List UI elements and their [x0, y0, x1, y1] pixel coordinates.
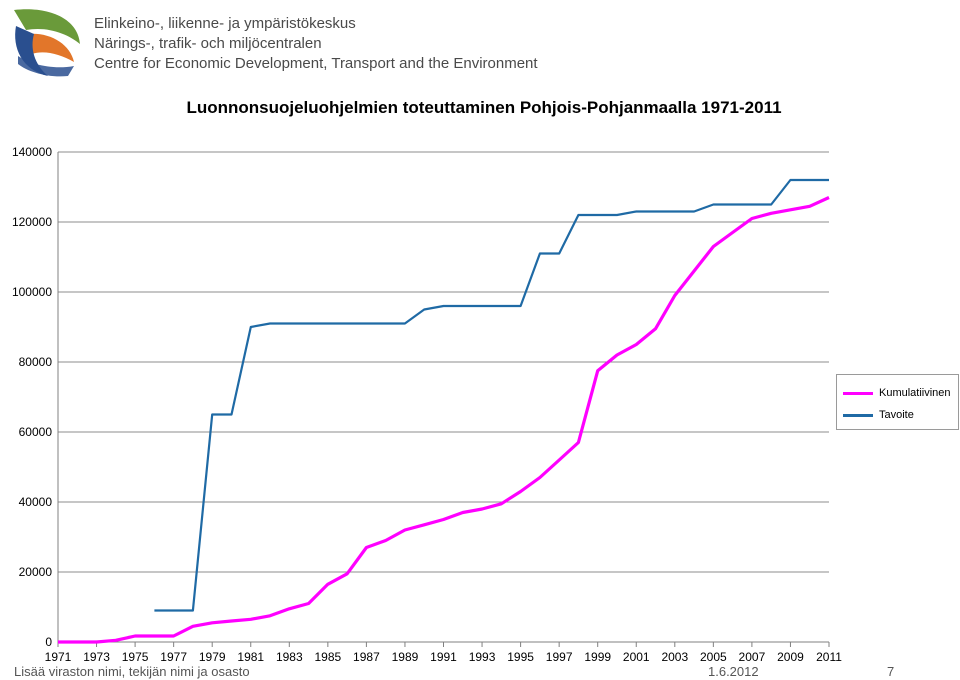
x-tick-label: 2011	[816, 650, 842, 664]
x-tick-label: 1977	[160, 650, 187, 664]
x-tick-label: 1973	[83, 650, 110, 664]
x-tick-label: 1991	[430, 650, 457, 664]
y-tick-label: 140000	[12, 145, 52, 159]
series-line-kumulatiivinen	[58, 196, 830, 644]
y-tick-label: 0	[45, 635, 52, 649]
x-tick-label: 1979	[199, 650, 226, 664]
y-tick-label: 60000	[19, 425, 53, 439]
chart-title: Luonnonsuojeluohjelmien toteuttaminen Po…	[186, 98, 782, 117]
organization-name: Elinkeino-, liikenne- ja ympäristökeskus…	[94, 14, 538, 74]
y-tick-label: 80000	[19, 355, 53, 369]
footer-page-number: 7	[887, 664, 895, 679]
legend-item-tavoite: Tavoite	[843, 407, 914, 423]
org-name-swedish: Närings-, trafik- och miljöcentralen	[94, 35, 322, 52]
x-tick-label: 1987	[353, 650, 380, 664]
legend-item-kumulatiivinen: Kumulatiivinen	[843, 385, 951, 401]
x-tick-label: 1995	[507, 650, 534, 664]
x-tick-label: 1999	[584, 650, 611, 664]
header: Elinkeino-, liikenne- ja ympäristökeskus…	[0, 0, 960, 90]
chart-legend: Kumulatiivinen Tavoite	[836, 374, 959, 430]
x-tick-label: 1985	[314, 650, 341, 664]
legend-label-tavoite: Tavoite	[879, 409, 914, 421]
x-tick-label: 2003	[661, 650, 688, 664]
legend-swatch-kumulatiivinen	[843, 391, 873, 395]
legend-swatch-tavoite	[843, 413, 873, 417]
x-tick-label: 2005	[700, 650, 727, 664]
x-tick-label: 2009	[777, 650, 804, 664]
y-tick-label: 20000	[19, 565, 53, 579]
x-tick-label: 1983	[276, 650, 303, 664]
x-tick-label: 1981	[237, 650, 264, 664]
y-tick-label: 100000	[12, 285, 52, 299]
y-tick-label: 40000	[19, 495, 53, 509]
x-tick-label: 2001	[623, 650, 650, 664]
x-tick-label: 1993	[469, 650, 496, 664]
legend-label-kumulatiivinen: Kumulatiivinen	[879, 387, 951, 399]
x-tick-label: 1975	[122, 650, 149, 664]
footer-department-text: Lisää viraston nimi, tekijän nimi ja osa…	[14, 664, 250, 679]
y-tick-label: 120000	[12, 215, 52, 229]
x-tick-label: 1989	[392, 650, 419, 664]
x-tick-label: 1971	[45, 650, 72, 664]
ely-logo	[14, 9, 80, 77]
x-tick-label: 2007	[739, 650, 766, 664]
org-name-english: Centre for Economic Development, Transpo…	[94, 55, 538, 72]
footer-date: 1.6.2012	[708, 664, 759, 679]
org-name-finnish: Elinkeino-, liikenne- ja ympäristökeskus	[94, 15, 356, 32]
series-line-tavoite	[154, 178, 829, 612]
x-tick-label: 1997	[546, 650, 573, 664]
